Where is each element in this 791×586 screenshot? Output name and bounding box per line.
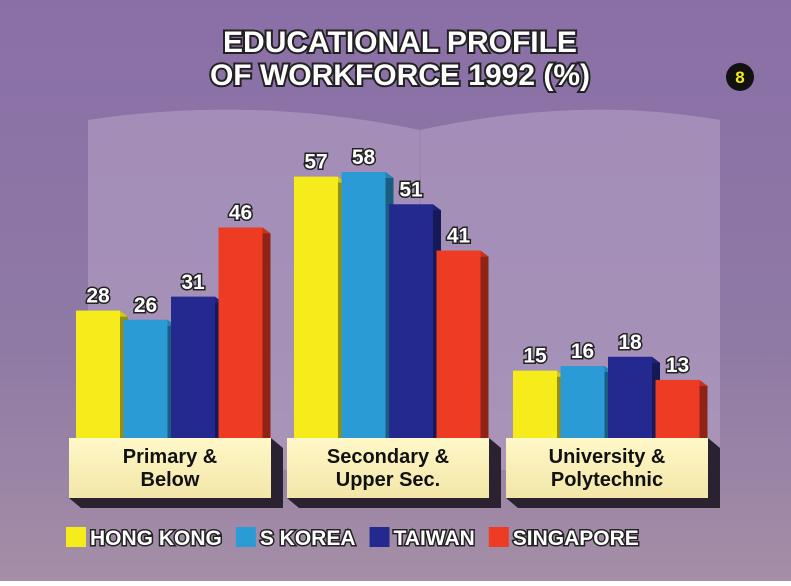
bar <box>218 227 263 440</box>
bar <box>123 319 168 440</box>
bar-side <box>262 227 271 440</box>
value-label: 58 <box>352 146 376 169</box>
badge: 8 <box>735 68 744 87</box>
legend-label: HONG KONG <box>90 527 222 550</box>
value-label: 15 <box>523 345 547 368</box>
value-label: 57 <box>304 151 327 174</box>
category-box-shadow <box>287 438 501 508</box>
value-label: 18 <box>618 331 642 354</box>
bar <box>76 310 120 440</box>
category-label: Primary & Below <box>123 446 218 491</box>
bar-side <box>480 250 489 440</box>
bar <box>560 366 605 440</box>
legend-label: S KOREA <box>260 527 356 550</box>
category-label: Secondary & Upper Sec. <box>327 446 449 491</box>
bar <box>389 204 433 440</box>
bar <box>608 356 652 440</box>
category-box-shadow <box>506 438 720 508</box>
badge-circle <box>726 63 754 91</box>
value-label: 46 <box>229 201 252 224</box>
value-label: 31 <box>181 271 205 294</box>
legend-swatch <box>488 527 509 547</box>
bar <box>294 176 338 440</box>
legend-swatch <box>66 527 86 547</box>
legend-swatch <box>369 527 390 547</box>
category-box <box>69 438 271 498</box>
bar <box>436 250 481 440</box>
value-label: 13 <box>666 354 689 377</box>
category-label: University & Polytechnic <box>549 446 666 491</box>
category-box-shadow <box>69 438 283 508</box>
bar <box>513 370 557 440</box>
value-label: 28 <box>86 285 110 308</box>
legend-swatch <box>235 527 256 547</box>
bar <box>655 379 700 440</box>
legend-label: SINGAPORE <box>513 527 639 550</box>
category-box <box>287 438 489 498</box>
value-label: 51 <box>399 178 423 201</box>
value-label: 16 <box>571 340 594 363</box>
chart-title: EDUCATIONAL PROFILE OF WORKFORCE 1992 (%) <box>210 26 590 92</box>
value-label: 26 <box>134 294 157 317</box>
bar-side <box>699 379 708 440</box>
bar <box>341 172 386 441</box>
legend-label: TAIWAN <box>394 527 475 550</box>
bar <box>171 296 215 440</box>
value-label: 41 <box>447 225 471 248</box>
category-box <box>506 438 708 498</box>
